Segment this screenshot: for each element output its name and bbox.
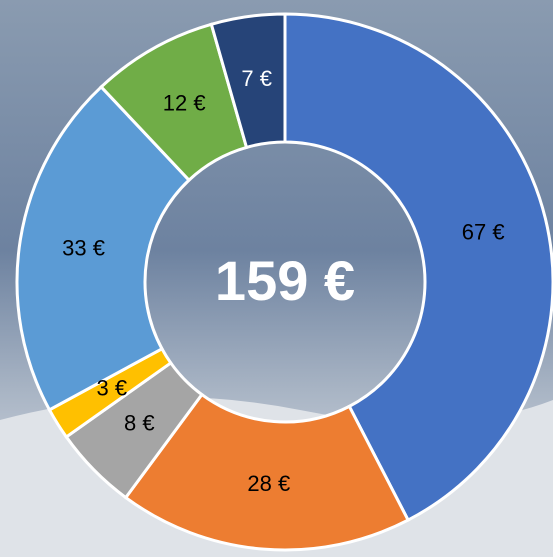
value-label: 28 € [247, 471, 290, 496]
center-label: 159 € [215, 249, 355, 312]
value-label: 8 € [124, 411, 155, 436]
value-label: 3 € [97, 376, 128, 401]
value-label: 7 € [241, 66, 272, 91]
value-label: 12 € [163, 90, 206, 115]
value-label: 67 € [462, 220, 505, 245]
page: 67 €28 €8 €3 €33 €12 €7 € 159 € (() => {… [0, 0, 553, 557]
chart: 67 € 28 € 8 € 3 € 33 € 12 € 7 € 159 € [0, 0, 553, 557]
value-label: 33 € [62, 235, 105, 260]
